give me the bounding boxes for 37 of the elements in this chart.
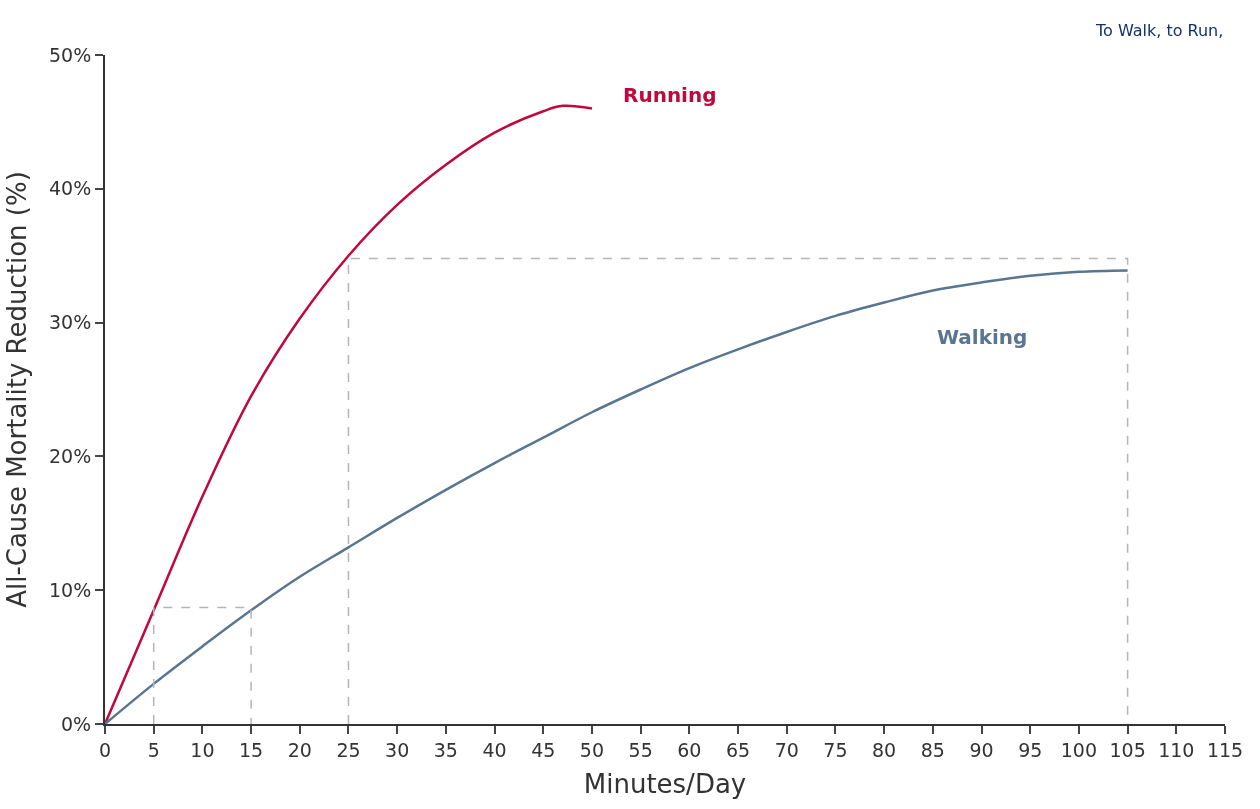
- x-tick-label: 10: [190, 738, 215, 761]
- x-tick-label: 110: [1158, 738, 1195, 761]
- x-tick-label: 90: [969, 738, 994, 761]
- y-tick-label: 50%: [48, 43, 92, 66]
- x-tick-label: 40: [482, 738, 507, 761]
- x-tick-label: 100: [1060, 738, 1098, 761]
- x-axis-title: Minutes/Day: [583, 769, 747, 799]
- x-tick-label: 60: [677, 738, 702, 761]
- x-tick-label: 80: [872, 738, 897, 761]
- y-axis-title: All-Cause Mortality Reduction (%): [1, 171, 32, 608]
- x-tick-label: 30: [385, 738, 410, 761]
- x-tick-label: 25: [336, 738, 361, 761]
- x-tick-label: 105: [1109, 738, 1146, 761]
- line-series: [105, 269, 1129, 724]
- x-tick-label: 115: [1206, 738, 1244, 761]
- x-tick-label: 35: [433, 738, 458, 761]
- x-tick-label: 50: [579, 738, 605, 761]
- x-tick-label: 20: [287, 738, 312, 761]
- y-tick-label: 0%: [61, 712, 92, 735]
- x-tick-label: 55: [628, 738, 653, 761]
- y-tick-label: 10%: [48, 578, 92, 601]
- x-tick-label: 45: [531, 738, 556, 761]
- y-tick-label: 30%: [48, 311, 92, 334]
- x-tick-label: 5: [147, 738, 160, 761]
- x-tick-label: 65: [725, 738, 751, 761]
- x-tick-label: 0: [98, 738, 112, 761]
- series-label: Running: [623, 83, 717, 107]
- x-tick-label: 15: [239, 738, 264, 761]
- y-tick-label: 40%: [48, 177, 92, 200]
- x-tick-label: 70: [774, 738, 799, 761]
- x-tick-label: 95: [1018, 738, 1043, 761]
- line-series: [105, 104, 594, 724]
- chart-title: To Walk, to Run,: [1095, 21, 1224, 40]
- x-tick-label: 75: [823, 738, 848, 761]
- x-tick-label: 85: [920, 738, 945, 761]
- series-label: Walking: [937, 325, 1028, 349]
- y-tick-label: 20%: [48, 445, 92, 468]
